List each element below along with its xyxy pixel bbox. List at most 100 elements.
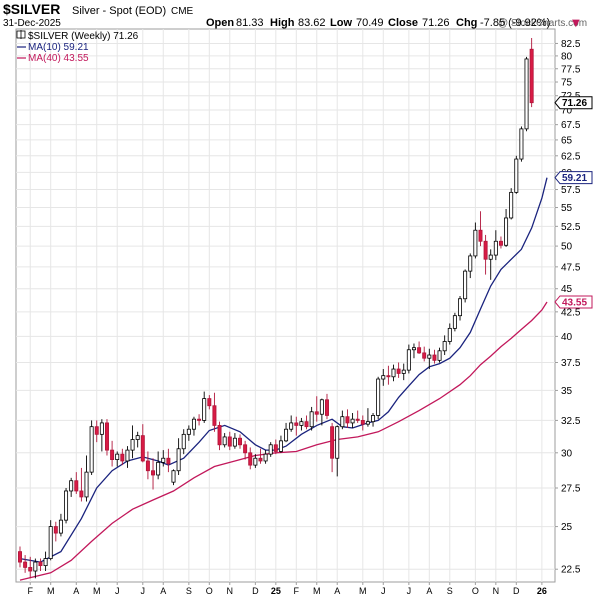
candle-body (452, 315, 457, 329)
candle-body (120, 453, 125, 462)
candle-body (89, 426, 94, 473)
x-tick-label: N (493, 586, 500, 596)
x-tick-label: A (426, 586, 432, 596)
x-tick-label: A (334, 586, 340, 596)
candle-body (514, 158, 519, 193)
candle-body (422, 352, 427, 359)
candle-body (289, 422, 294, 430)
candle-body (166, 457, 171, 465)
legend-ma40: MA(40) 43.55 (28, 53, 89, 64)
grid-lines (16, 29, 555, 582)
open-label: Open (206, 17, 234, 29)
candle-body (345, 416, 350, 424)
candle-body (222, 436, 227, 446)
candle-body (243, 444, 248, 454)
chg-down-icon: ▼ (572, 18, 580, 29)
candle-body (335, 426, 340, 459)
candle-body (406, 349, 411, 371)
candle-body (94, 426, 99, 435)
y-tick-label: 82.5 (561, 39, 581, 50)
y-tick-label: 27.5 (561, 484, 581, 495)
x-tick-label: M (313, 586, 321, 596)
candle-body (299, 421, 304, 426)
candle-body (340, 416, 345, 428)
candles-layer (18, 37, 534, 579)
candle-body (325, 399, 329, 416)
candle-body (181, 433, 186, 450)
x-tick-label: J (115, 586, 120, 596)
candle-body (468, 255, 473, 272)
candle-body (278, 440, 283, 452)
candle-body (376, 378, 381, 416)
candle-body (355, 418, 360, 421)
y-tick-label: 45 (561, 284, 573, 295)
symbol-title: $SILVER (3, 1, 60, 17)
candle-body (248, 452, 253, 466)
price-tag-box (554, 295, 593, 309)
close-label: Close (388, 17, 418, 29)
y-tick-label: 75 (561, 78, 573, 89)
candle-body (64, 490, 69, 521)
candle-body (28, 567, 33, 572)
candle-body (447, 327, 452, 342)
price-tag-label: 71.26 (562, 98, 587, 109)
y-tick-label: 25 (561, 522, 573, 533)
x-tick-label: D (252, 586, 259, 596)
candle-body (360, 420, 365, 425)
x-tick-label: O (472, 586, 479, 596)
y-tick-label: 32.5 (561, 416, 581, 427)
candle-body (391, 368, 396, 378)
x-tick-label: D (513, 586, 520, 596)
candle-body (294, 422, 299, 426)
candle-body (427, 354, 432, 359)
candle-body (309, 411, 314, 428)
y-tick-label: 67.5 (561, 120, 581, 131)
x-tick-label: A (73, 586, 79, 596)
x-tick-label: J (141, 586, 146, 596)
candle-body (504, 217, 509, 246)
open-value: 81.33 (236, 17, 264, 29)
candle-body (212, 405, 217, 426)
x-tick-label: A (160, 586, 166, 596)
candle-body (202, 398, 207, 421)
y-tick-label: 57.5 (561, 185, 581, 196)
y-tick-label: 52.5 (561, 222, 581, 233)
candle-body (130, 439, 135, 451)
candle-body (509, 191, 514, 219)
y-tick-label: 37.5 (561, 358, 581, 369)
x-axis: F M A M J J A S O N D 25 F M A M J J A S O N D 26 (27, 582, 547, 596)
candle-body (498, 240, 503, 246)
candle-body (18, 551, 22, 563)
chg-label: Chg (456, 17, 477, 29)
candle-body (74, 480, 79, 492)
y-tick-label: 42.5 (561, 307, 581, 318)
candle-body (79, 490, 84, 498)
candle-body (227, 436, 232, 447)
low-value: 70.49 (356, 17, 384, 29)
price-tag-label: 59.21 (562, 173, 587, 184)
candle-body (437, 350, 442, 361)
candle-body (273, 444, 278, 452)
candle-body (84, 471, 89, 498)
x-tick-label: J (381, 586, 386, 596)
candle-body (207, 398, 212, 407)
x-tick-label: M (47, 586, 55, 596)
price-tags: 71.26 59.21 43.55 (554, 96, 593, 309)
legend-ma10: MA(10) 59.21 (28, 42, 89, 53)
x-tick-label: M (93, 586, 101, 596)
candle-body (253, 457, 258, 466)
x-tick-label: S (447, 586, 453, 596)
candle-body (99, 422, 104, 435)
candle-body (238, 437, 242, 446)
y-tick-label: 55 (561, 203, 573, 214)
y-tick-label: 50 (561, 242, 573, 253)
candle-body (268, 444, 273, 455)
candle-body (483, 240, 488, 260)
candle-body (284, 428, 289, 442)
x-tick-label: M (359, 586, 367, 596)
candle-body (401, 369, 406, 374)
y-tick-label: 30 (561, 448, 573, 459)
x-tick-label: F (27, 586, 33, 596)
candle-body (458, 298, 463, 317)
